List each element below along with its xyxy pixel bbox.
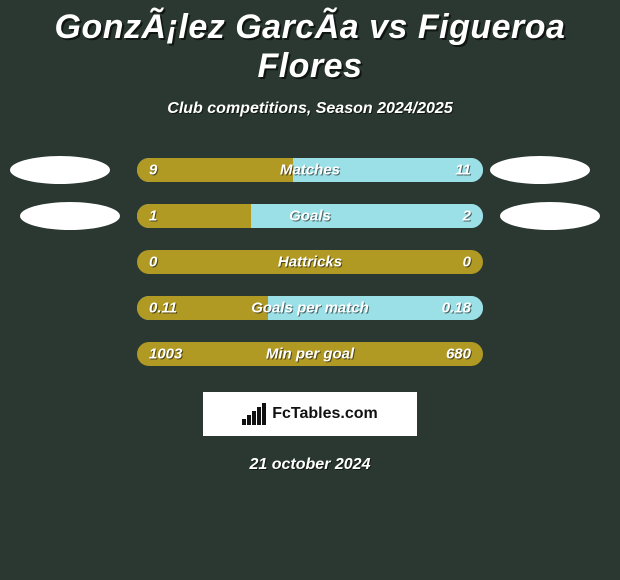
chart-row: 0 0 Hattricks — [0, 250, 620, 274]
bars-icon — [242, 403, 266, 425]
value-right: 0.18 — [442, 300, 471, 317]
bar-right-segment — [251, 204, 483, 228]
metric-label: Hattricks — [278, 254, 342, 271]
value-right: 2 — [463, 208, 471, 225]
chart-row: 1 2 Goals — [0, 204, 620, 228]
page-title: GonzÃ¡lez GarcÃ­a vs Figueroa Flores — [0, 8, 620, 86]
player-right-oval — [490, 156, 590, 184]
player-left-oval — [10, 156, 110, 184]
bar-left-segment — [137, 158, 293, 182]
value-left: 9 — [149, 162, 157, 179]
chart-row: 9 11 Matches — [0, 158, 620, 182]
metric-label: Goals — [289, 208, 331, 225]
chart-row: 0.11 0.18 Goals per match — [0, 296, 620, 320]
player-right-oval — [500, 202, 600, 230]
bar-container: 1 2 Goals — [137, 204, 483, 228]
bar-container: 9 11 Matches — [137, 158, 483, 182]
comparison-chart: 9 11 Matches 1 2 Goals 0 0 Hattricks 0.11 0.18 Goal… — [0, 158, 620, 366]
chart-row: 1003 680 Min per goal — [0, 342, 620, 366]
bar-container: 1003 680 Min per goal — [137, 342, 483, 366]
brand-text: FcTables.com — [272, 405, 378, 423]
value-right: 11 — [455, 162, 471, 179]
container: GonzÃ¡lez GarcÃ­a vs Figueroa Flores Clu… — [0, 0, 620, 474]
brand-box: FcTables.com — [203, 392, 417, 436]
date-label: 21 october 2024 — [250, 456, 371, 474]
bar-container: 0.11 0.18 Goals per match — [137, 296, 483, 320]
metric-label: Goals per match — [251, 300, 369, 317]
value-right: 0 — [463, 254, 471, 271]
value-left: 1 — [149, 208, 157, 225]
page-subtitle: Club competitions, Season 2024/2025 — [167, 100, 452, 118]
metric-label: Min per goal — [266, 346, 354, 363]
value-right: 680 — [446, 346, 471, 363]
bar-container: 0 0 Hattricks — [137, 250, 483, 274]
value-left: 0 — [149, 254, 157, 271]
metric-label: Matches — [280, 162, 340, 179]
value-left: 1003 — [149, 346, 182, 363]
value-left: 0.11 — [149, 300, 177, 317]
player-left-oval — [20, 202, 120, 230]
